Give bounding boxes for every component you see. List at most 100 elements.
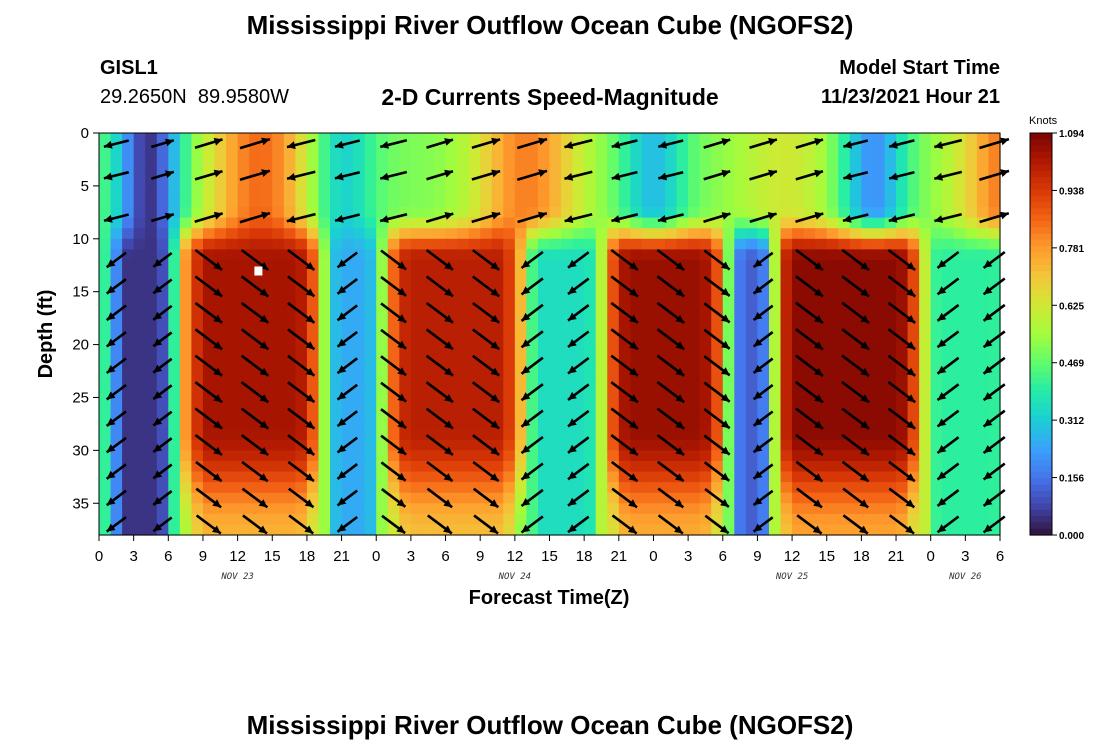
heatmap-cell [826,207,839,219]
heatmap-cell [410,376,424,388]
heatmap-cell [295,143,308,155]
heatmap-cell [283,323,296,335]
heatmap-cell [815,408,828,420]
current-arrow [703,249,731,271]
heatmap-cell [826,185,839,198]
heatmap-cell [595,323,608,335]
heatmap-cell [433,397,447,409]
heatmap-cell [711,143,724,155]
heatmap-cell [907,334,920,346]
heatmap-cell [480,175,493,187]
current-arrow [656,407,685,430]
heatmap-cell [226,482,239,494]
heatmap-cell [99,217,112,229]
heatmap-cell [445,259,458,272]
heatmap-cell [526,207,539,219]
heatmap-cell [330,513,343,526]
heatmap-cell [572,207,585,219]
heatmap-cell [745,185,759,198]
heatmap-cell [965,365,978,377]
heatmap-cell [433,355,447,367]
heatmap-cell [584,302,597,314]
heatmap-cell [618,302,631,314]
heatmap-cell [803,175,816,187]
heatmap-cell [919,450,932,462]
heatmap-cell [283,365,296,377]
current-arrow [336,436,358,454]
heatmap-cell [618,291,631,303]
heatmap-cell [815,185,828,198]
current-arrow [240,275,270,298]
heatmap-cell [988,450,1001,462]
heatmap-cell [942,344,955,356]
heatmap-cell [156,217,169,229]
heatmap-cell [306,207,320,219]
current-arrow [887,301,916,324]
heatmap-cell [988,355,1001,367]
heatmap-cell [306,355,320,367]
current-arrow [150,212,175,223]
heatmap-cell [653,302,666,314]
heatmap-cell [942,207,955,219]
heatmap-cell [768,207,782,219]
heatmap-cell [561,460,574,473]
colorbar-cell [1030,491,1052,498]
current-arrow-head [720,287,730,296]
current-arrow [240,328,270,351]
heatmap-cell [988,175,1001,187]
heatmap-cell [364,323,377,335]
heatmap-cell [630,196,643,208]
heatmap-cell [688,460,701,473]
x-tick-label: 18 [576,548,593,565]
colorbar-cell [1030,296,1052,304]
heatmap-cell [468,503,481,515]
current-arrow [657,213,684,223]
heatmap-cell [896,143,909,155]
heatmap-cell [907,460,920,473]
heatmap-cell [815,154,828,166]
heatmap-cell [653,524,666,536]
heatmap-cell [745,513,759,526]
heatmap-cell [953,386,966,399]
heatmap-cell [584,460,597,473]
heatmap-cell [676,482,689,494]
heatmap-cell [803,207,816,219]
heatmap-cell [630,291,643,303]
current-arrow-head [337,470,347,479]
current-arrow-head [629,420,638,429]
heatmap-cell [861,344,874,356]
heatmap-cell [330,386,343,399]
heatmap-cell [202,482,216,494]
heatmap-cell [214,281,227,293]
x-tick-label: 9 [199,548,207,565]
heatmap-cell [353,217,366,229]
current-arrow-head [106,338,116,347]
heatmap-cell [122,492,135,504]
heatmap-cell [849,217,862,229]
current-arrow [936,489,960,507]
heatmap-cell [376,513,389,526]
heatmap-cell [688,196,701,208]
heatmap-cell [988,376,1001,388]
heatmap-cell [122,323,135,335]
heatmap-cell [607,133,620,145]
colorbar-cell [1030,227,1052,235]
heatmap-cell [364,355,377,367]
heatmap-cell [445,334,458,346]
heatmap-cell [561,238,574,250]
heatmap-cell [953,429,966,441]
heatmap-cell [376,281,389,293]
heatmap-cell [480,196,493,208]
current-arrow-head [675,394,685,403]
heatmap-cell [272,228,285,240]
heatmap-cell [792,196,805,208]
heatmap-cell [838,492,851,504]
heatmap-cell [676,460,689,473]
heatmap-cell [433,238,447,250]
colorbar-cell [1030,440,1052,448]
heatmap-cell [145,164,158,176]
heatmap-cell [491,397,504,409]
heatmap-cell [930,439,943,451]
current-arrow-head [380,215,389,223]
heatmap-cell [861,133,874,145]
